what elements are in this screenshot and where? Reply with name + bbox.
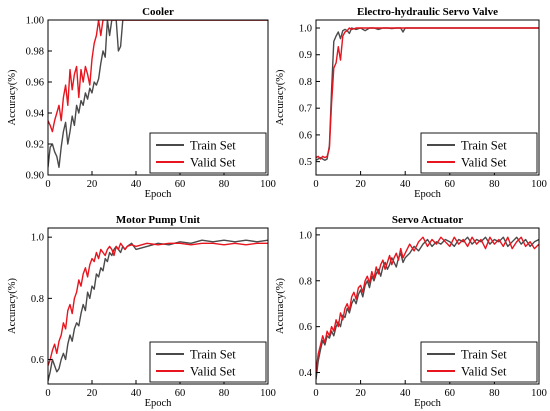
x-tick-label: 100 [531,388,547,399]
legend-label-valid: Valid Set [190,365,236,379]
legend-box [420,132,538,174]
y-tick-label: 1.00 [26,16,44,27]
x-axis-label: Epoch [414,398,442,409]
x-tick-label: 80 [219,388,230,399]
y-tick-label: 1.0 [299,230,312,241]
legend-box [149,132,267,174]
chart-panel-2: Electro-hydraulic Servo Valve 0 20 40 60 80 10… [275,6,547,200]
x-tick-label: 40 [400,179,411,190]
series-line-valid [48,242,268,366]
legend: Train Set Valid Set [149,132,267,174]
x-tick-label: 40 [131,179,142,190]
x-tick-label: 0 [45,388,50,399]
y-axis-label: Accuracy(%) [7,69,18,125]
x-tick-label: 100 [260,388,276,399]
y-axis-label: Accuracy(%) [275,69,286,125]
y-tick-label: 0.9 [299,50,312,61]
y-tick-label: 0.6 [299,130,312,141]
x-tick-label: 20 [355,179,366,190]
x-tick-label: 0 [313,179,318,190]
y-tick-label: 0.90 [26,171,44,182]
y-tick-label: 0.6 [31,355,44,366]
y-tick-label: 0.92 [26,140,44,151]
x-tick-label: 0 [313,388,318,399]
y-axis-label: Accuracy(%) [275,278,286,334]
legend: Train Set Valid Set [149,341,267,383]
x-tick-label: 80 [489,388,500,399]
x-tick-label: 60 [445,179,456,190]
y-tick-label: 0.8 [31,294,44,305]
series-line-valid [48,20,268,133]
plot-frame [47,227,269,385]
legend-label-train: Train Set [190,139,236,153]
series-line-valid [316,236,539,373]
x-tick-label: 20 [355,388,366,399]
y-tick-label: 0.4 [299,368,313,379]
y-tick-label: 0.94 [26,109,45,120]
chart-title: Cooler [142,6,174,18]
y-tick-label: 0.6 [299,322,312,333]
chart-title: Electro-hydraulic Servo Valve [357,6,498,18]
chart-panel-1: Cooler 0 20 40 60 80 100 0.90 0.92 0.94 0.96 0.98 1.… [7,6,276,200]
x-axis-label: Epoch [145,398,173,409]
x-tick-label: 20 [87,179,98,190]
x-tick-label: 60 [445,388,456,399]
legend-label-valid: Valid Set [461,365,507,379]
chart-title: Motor Pump Unit [116,214,200,226]
x-tick-label: 40 [400,388,411,399]
x-tick-label: 60 [175,388,186,399]
legend: Train Set Valid Set [420,341,538,383]
legend-label-train: Train Set [461,139,507,153]
x-axis-label: Epoch [414,189,442,200]
chart-panel-3: Motor Pump Unit 0 20 40 60 80 100 0.6 0.8 1.0 Epoc… [7,214,276,409]
y-tick-label: 1.0 [299,24,312,35]
legend-label-valid: Valid Set [190,156,236,170]
y-tick-label: 0.96 [26,78,44,89]
y-axis-label: Accuracy(%) [7,278,18,334]
x-tick-label: 40 [131,388,142,399]
y-tick-label: 1.0 [31,233,44,244]
legend-label-train: Train Set [190,348,236,362]
x-tick-label: 0 [45,179,50,190]
plot-frame [315,19,540,176]
plot-frame [47,19,269,176]
x-tick-label: 80 [219,179,230,190]
y-tick-label: 0.8 [299,276,312,287]
legend-label-train: Train Set [461,348,507,362]
legend-box [149,341,267,383]
chart-panel-4: Servo Actuator 0 20 40 60 80 100 0.4 0.6 0.8 1.0 Ep… [275,214,547,409]
legend-box [420,341,538,383]
x-tick-label: 60 [175,179,186,190]
series-line-train [48,20,268,169]
legend-label-valid: Valid Set [461,156,507,170]
y-tick-label: 0.98 [26,47,44,58]
y-tick-label: 0.8 [299,77,312,88]
y-tick-label: 0.7 [299,104,312,115]
series-line-valid [316,27,539,160]
chart-title: Servo Actuator [392,214,463,226]
plot-frame [315,227,540,385]
y-tick-label: 0.5 [299,157,312,168]
x-tick-label: 100 [260,179,276,190]
x-tick-label: 100 [531,179,547,190]
x-tick-label: 20 [87,388,98,399]
legend: Train Set Valid Set [420,132,538,174]
x-tick-label: 80 [489,179,500,190]
x-axis-label: Epoch [145,189,173,200]
